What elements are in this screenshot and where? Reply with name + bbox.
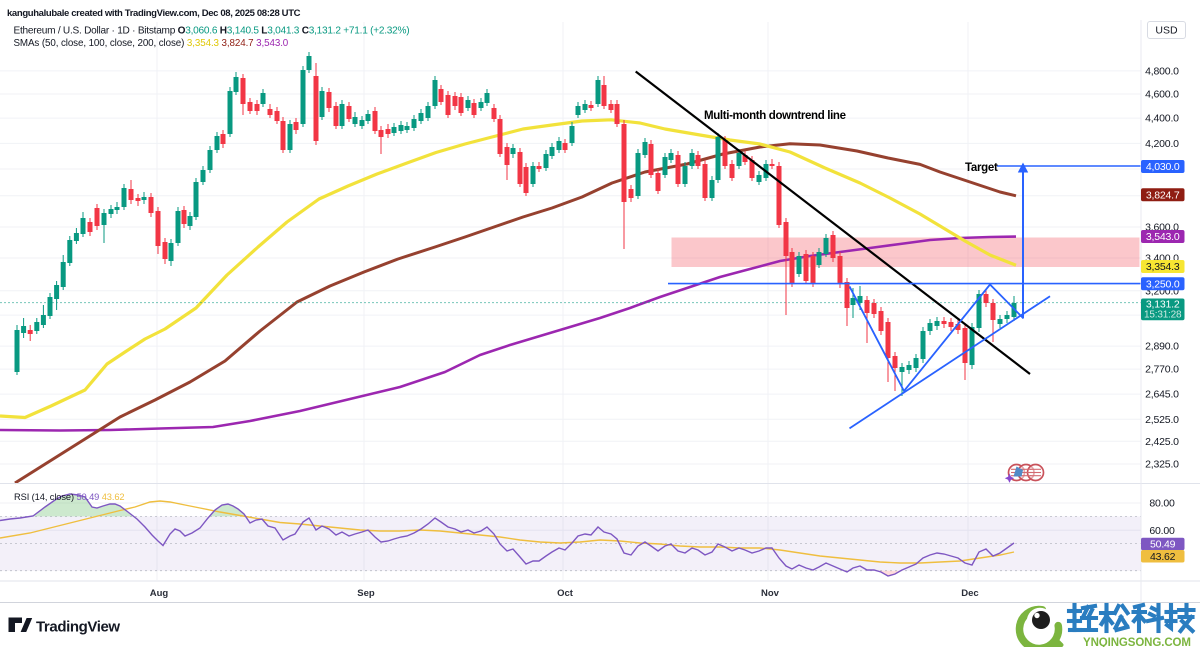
svg-text:4,030.0: 4,030.0 — [1146, 161, 1180, 173]
svg-text:15:31:28: 15:31:28 — [1144, 310, 1182, 321]
svg-text:YNQINGSONG.COM: YNQINGSONG.COM — [1083, 637, 1191, 647]
svg-text:4,400.0: 4,400.0 — [1145, 113, 1179, 125]
svg-text:3,543.0: 3,543.0 — [1146, 231, 1180, 243]
svg-text:2,770.0: 2,770.0 — [1145, 364, 1179, 376]
svg-text:2,325.0: 2,325.0 — [1145, 459, 1179, 471]
svg-text:kanguhalubale created with Tra: kanguhalubale created with TradingView.c… — [7, 8, 301, 19]
svg-text:4,800.0: 4,800.0 — [1145, 66, 1179, 78]
svg-text:43.62: 43.62 — [1150, 551, 1176, 563]
svg-text:3,354.3: 3,354.3 — [1146, 261, 1180, 273]
svg-text:50.49: 50.49 — [1150, 539, 1176, 551]
svg-text:Oct: Oct — [557, 588, 574, 599]
svg-text:Aug: Aug — [150, 588, 169, 599]
svg-text:4,600.0: 4,600.0 — [1145, 89, 1179, 101]
svg-text:3,250.0: 3,250.0 — [1146, 279, 1180, 291]
svg-text:TradingView: TradingView — [36, 619, 120, 636]
svg-text:Nov: Nov — [761, 588, 780, 599]
svg-text:2,645.0: 2,645.0 — [1145, 389, 1179, 401]
svg-text:USD: USD — [1155, 25, 1178, 37]
svg-text:2,425.0: 2,425.0 — [1145, 436, 1179, 448]
svg-text:Target: Target — [965, 162, 998, 174]
svg-text:2,525.0: 2,525.0 — [1145, 414, 1179, 426]
svg-text:4,200.0: 4,200.0 — [1145, 138, 1179, 150]
svg-text:SMAs (50, close, 100, close, 2: SMAs (50, close, 100, close, 200, close)… — [14, 38, 289, 49]
svg-text:Sep: Sep — [357, 588, 375, 599]
svg-text:3,824.7: 3,824.7 — [1146, 190, 1180, 202]
svg-text:Multi-month downtrend line: Multi-month downtrend line — [704, 110, 846, 122]
svg-text:Dec: Dec — [961, 588, 978, 599]
svg-text:Ethereum / U.S. Dollar · 1D ·: Ethereum / U.S. Dollar · 1D · Bitstamp O… — [14, 26, 410, 37]
svg-text:3,131.2: 3,131.2 — [1146, 299, 1180, 311]
svg-text:60.00: 60.00 — [1149, 525, 1175, 537]
svg-text:80.00: 80.00 — [1149, 498, 1175, 510]
svg-text:RSI (14, close) 50.49 43.62: RSI (14, close) 50.49 43.62 — [14, 492, 124, 502]
svg-text:2,890.0: 2,890.0 — [1145, 341, 1179, 353]
